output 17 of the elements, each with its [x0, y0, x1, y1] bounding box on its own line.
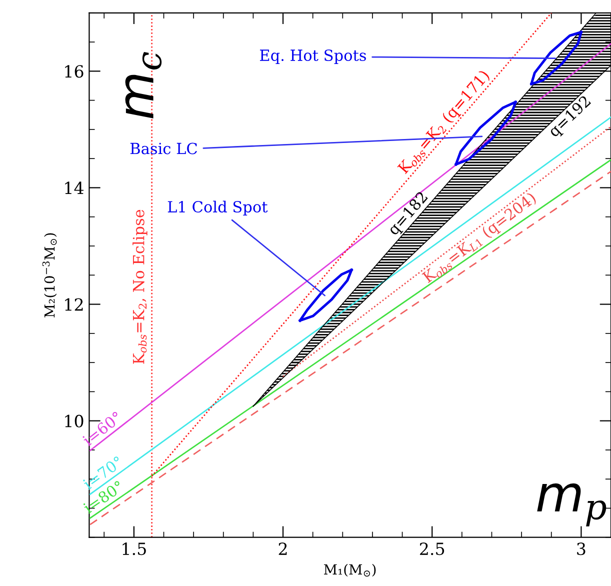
x-tick-label: 2 — [278, 542, 287, 555]
annotation: Basic LC — [130, 142, 197, 154]
ref-line-label: K$_{obs}$=K$_{2}$, No Eclipse — [132, 210, 148, 364]
y-axis-title: M₂(10$^{−3}$M$_{⊙}$) — [42, 233, 57, 318]
y-tick-label: 14 — [65, 182, 84, 194]
annotation: Eq. Hot Spots — [260, 49, 366, 64]
y-tick-label: 10 — [65, 414, 84, 428]
annotation: m$_{p}$ — [537, 483, 606, 526]
x-tick-label: 1.5 — [122, 542, 146, 556]
x-axis-title: M₁(M$_{⊙}$) — [324, 564, 376, 577]
y-tick-label: 16 — [65, 65, 84, 78]
annotation: L1 Cold Spot — [168, 200, 268, 216]
y-tick-label: 12 — [65, 298, 83, 311]
annotation: m$_{c}$ — [125, 52, 162, 118]
text: K$_{obs}$=K$_{2}$ (q=171) — [396, 69, 492, 176]
x-tick-label: 3 — [577, 542, 586, 556]
x-tick-label: 2.5 — [420, 542, 444, 556]
